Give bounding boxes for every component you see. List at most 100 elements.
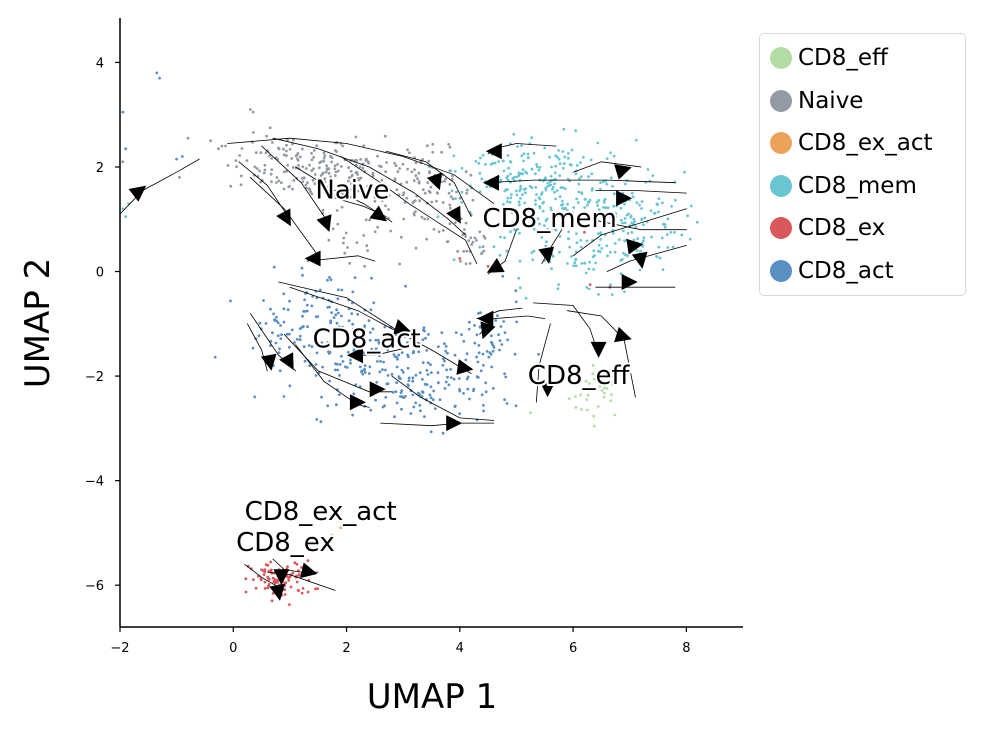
data-point xyxy=(448,203,452,207)
data-point xyxy=(310,151,313,155)
data-point xyxy=(366,160,370,164)
data-point xyxy=(511,211,514,215)
data-point xyxy=(651,174,655,178)
data-point xyxy=(471,240,475,244)
data-point xyxy=(587,382,591,385)
velocity-arrow xyxy=(631,251,648,269)
data-point xyxy=(671,245,675,249)
data-point xyxy=(456,249,459,253)
data-point xyxy=(286,308,290,312)
data-point xyxy=(583,206,586,209)
data-point xyxy=(446,351,449,355)
data-point xyxy=(458,196,462,200)
data-point xyxy=(480,393,484,397)
data-point xyxy=(584,271,588,275)
data-point xyxy=(478,171,482,175)
data-point xyxy=(441,229,445,232)
data-point xyxy=(288,147,292,151)
data-point xyxy=(260,568,263,572)
data-point xyxy=(575,164,579,167)
data-point xyxy=(400,368,404,372)
data-point xyxy=(375,380,379,384)
data-point xyxy=(346,333,350,337)
data-point xyxy=(288,603,291,606)
data-point xyxy=(513,228,516,232)
data-point xyxy=(449,206,452,210)
data-point xyxy=(357,189,360,193)
data-point xyxy=(374,338,378,342)
data-point xyxy=(478,190,482,194)
cluster-label: CD8_ex_act xyxy=(245,497,397,527)
data-point xyxy=(449,169,453,173)
data-point xyxy=(580,408,583,411)
data-point xyxy=(695,220,699,224)
velocity-arrow xyxy=(483,174,499,191)
data-point xyxy=(497,333,500,336)
data-point xyxy=(298,155,302,159)
data-point xyxy=(623,202,626,206)
data-point xyxy=(513,175,516,179)
data-point xyxy=(535,165,539,169)
data-point xyxy=(296,157,299,161)
data-point xyxy=(465,249,469,253)
data-point xyxy=(481,352,485,356)
data-point xyxy=(382,341,386,344)
data-point xyxy=(482,409,485,413)
data-point xyxy=(253,395,257,399)
data-point xyxy=(234,159,238,163)
data-point xyxy=(555,189,559,192)
data-point xyxy=(605,182,609,186)
data-point xyxy=(295,337,299,341)
data-point xyxy=(295,580,299,584)
data-point xyxy=(337,325,341,329)
data-point xyxy=(282,187,286,191)
data-point xyxy=(335,308,338,312)
data-point xyxy=(642,239,645,243)
data-point xyxy=(514,212,517,216)
data-point xyxy=(444,349,447,353)
data-point xyxy=(332,327,336,331)
data-point xyxy=(385,193,389,197)
data-point xyxy=(583,230,586,234)
data-point xyxy=(421,188,425,192)
data-point xyxy=(638,268,642,272)
data-point xyxy=(282,307,286,311)
data-point xyxy=(336,297,340,301)
data-point xyxy=(465,188,469,192)
data-point xyxy=(362,144,366,148)
data-point xyxy=(329,321,332,325)
data-point xyxy=(333,167,337,171)
data-point xyxy=(558,195,562,199)
data-point xyxy=(244,590,248,594)
cluster-labels-layer: Naive CD8_mem CD8_act CD8_eff CD8_ex_actCD8_… xyxy=(234,173,632,560)
velocity-arrow xyxy=(273,569,290,586)
data-point xyxy=(583,197,587,201)
data-point xyxy=(257,334,261,338)
velocity-streamline xyxy=(385,150,472,217)
data-point xyxy=(298,334,302,338)
data-point xyxy=(349,358,352,362)
data-point xyxy=(689,204,693,208)
data-point xyxy=(545,240,548,244)
data-point xyxy=(514,404,518,408)
data-point xyxy=(613,250,617,254)
data-point xyxy=(625,179,629,182)
data-point xyxy=(402,217,406,221)
data-point xyxy=(307,344,311,347)
data-point xyxy=(478,245,482,249)
data-point xyxy=(596,249,600,253)
data-point xyxy=(319,174,323,177)
data-point xyxy=(513,352,517,356)
data-point xyxy=(613,413,617,417)
data-point xyxy=(475,355,478,359)
data-point xyxy=(520,193,524,197)
data-point xyxy=(364,218,368,222)
data-point xyxy=(327,181,331,185)
data-point xyxy=(319,420,323,424)
data-point xyxy=(585,239,589,243)
data-point xyxy=(562,207,565,211)
data-point xyxy=(574,250,578,254)
data-point xyxy=(270,168,274,172)
data-point xyxy=(386,374,390,377)
